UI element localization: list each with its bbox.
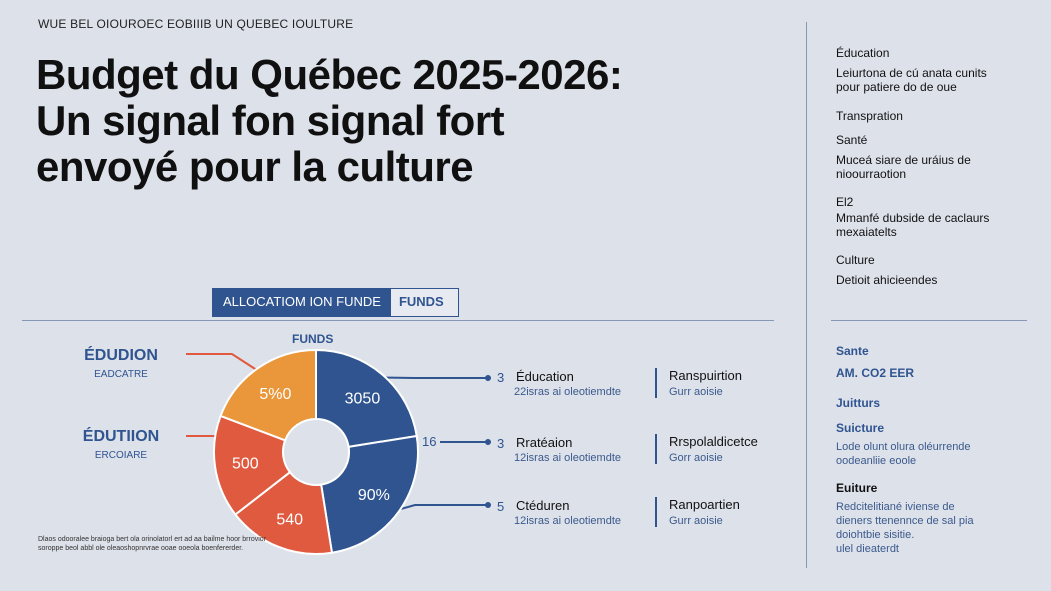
sidebar-item-education-body-1: Leiurtona de cú anata cunits [836,66,987,80]
title-line-3: envoyé pour la culture [36,143,474,190]
sidebar-item-education: Éducation Leiurtona de cú anata cunits p… [836,46,1041,94]
sidebar-euiture-body-2: dieners ttenennce de sal pia [836,515,974,527]
legend-pair-1: Ranspuirtion Gurr aoisie [655,368,742,398]
sidebar-item-sante: Santé Muceá siare de uráius de nioourrao… [836,133,1041,181]
sidebar-item-el2-head: El2 [836,195,854,209]
legend-pair-3: Ranpoartien Gurr aoisie [655,497,740,527]
pie-slice-label-4: 500 [232,456,259,473]
legend-row-3-sub: 12isras ai oleotiemdte [514,515,622,527]
leader-dot-3 [485,502,491,508]
pie-caption: FUNDS [292,332,334,346]
legend-row-2-name: Rratéaion [516,435,573,450]
pie-slice-label-3: 540 [276,511,303,528]
divider-sidebar [831,320,1027,321]
leader-dot-1 [485,375,491,381]
sidebar-item-culture-head: Culture [836,253,875,267]
sidebar-suicture-body-1: Lode olunt olura oléurrende [836,441,971,453]
sidebar-item-education-body-2: pour patiere do de oue [836,80,957,94]
sidebar-item-el2-body-1: Mmanfé dubside de caclaurs [836,211,990,225]
legend-row-3-name: Ctéduren [516,498,570,513]
page-title: Budget du Québec 2025-2026: Un signal fo… [36,52,776,190]
kicker-text: WUE BEL OIOUROEC EOBIIIB UN QUEBEC IOULT… [38,17,354,31]
left-label-2-sub: ERCOIARE [94,450,148,461]
leader-line-1 [379,376,488,379]
left-label-1-sub: EADCATRE [94,369,148,380]
sidebar-item-transport-head: Transpration [836,109,903,123]
pie-slices [213,348,419,555]
sidebar-euiture: Euiture [836,481,878,495]
pie-slice-4 [213,414,292,516]
tab-allocation[interactable]: ALLOCATIOM ION FUNDE [213,289,391,316]
sidebar-suicture: Suicture [836,421,885,435]
title-line-1: Budget du Québec 2025-2026: [36,51,623,98]
leader-line-left-1 [186,353,262,374]
sidebar-am: AM. CO2 EER [836,366,915,380]
pie-slice-2 [320,434,419,554]
legend-pair-2: Rrspolaldicetce Gorr aoisie [655,434,758,464]
sidebar-item-el2-body-2: mexaiatelts [836,225,897,239]
sidebar-euiture-body-1: Redcitelitiané iviense de [836,501,955,513]
sidebar-separator [806,22,807,568]
sidebar-euiture-body-3: doiohtbie sisitie. [836,529,915,541]
leader-label: 16 [422,434,436,449]
legend-pair-2-name: Rrspolaldicetce [669,434,758,449]
left-label-2-title: ÉDUTIION [82,428,160,445]
legend-row-2-sub: 12isras ai oleotiemdte [514,452,622,464]
legend-pair-3-name: Ranpoartien [669,497,740,512]
legend-pair-1-sub: Gurr aoisie [669,386,723,398]
sidebar-item-education-head: Éducation [836,46,890,60]
pie-slice-label-1: 3050 [345,391,381,408]
left-label-1: ÉDUDION EADCATRE [66,347,176,380]
legend-row-3-num: 5 [497,499,505,514]
legend-pair-1-name: Ranspuirtion [669,368,742,383]
sidebar-suicture-body-2: oodeanliie eoole [836,455,917,467]
pie-slice-1 [315,348,418,448]
sidebar-juitturs: Juitturs [836,396,881,410]
sidebar-item-sante-body-2: nioourraotion [836,167,907,181]
sidebar-item-sante-head: Santé [836,133,868,147]
pie-slice-5 [219,348,317,442]
left-label-1-title: ÉDUDION [84,347,158,364]
pie-slice-3 [234,470,334,555]
legend-pair-2-sub: Gorr aoisie [669,452,723,464]
tab-bar: ALLOCATIOM ION FUNDE FUNDS [212,288,459,317]
pie-slice-labels: 3050 90% 540 500 5%0 [232,386,390,528]
sidebar-item-el2: El2 Mmanfé dubside de caclaurs mexaiatel… [836,195,1041,239]
sidebar-item-culture-body-1: Detioit ahicieendes [836,273,938,287]
legend-row-2-num: 3 [497,436,505,451]
sidebar-item-transport: Transpration [836,109,1041,123]
left-label-2: ÉDUTIION ERCOIARE [66,428,176,461]
sidebar-euiture-body-4: ulel dieaterdt [836,543,899,555]
pie-slice-label-2: 90% [358,487,390,504]
legend-row-1-sub: 22isras ai oleotiemdte [514,386,622,398]
pie-slice-label-5: 5%0 [259,386,291,403]
sidebar-euiture-body: Redcitelitiané iviense de dieners ttenen… [836,500,1041,556]
title-line-2: Un signal fon signal fort [36,97,505,144]
sidebar-suicture-body: Lode olunt olura oléurrende oodeanliie e… [836,440,1041,468]
divider-main [22,320,774,321]
sidebar-item-sante-body-1: Muceá siare de uráius de [836,153,971,167]
footnote: Dlaos odooralee braioga bert ola orinola… [38,536,267,552]
legend-pair-3-sub: Gurr aoisie [669,515,723,527]
sidebar-item-culture: Culture Detioit ahicieendes [836,253,1041,287]
legend-row-1-name: Éducation [516,369,574,384]
leader-dot-2 [485,439,491,445]
legend-row-1-num: 3 [497,370,505,385]
tab-funds[interactable]: FUNDS [398,294,444,309]
sidebar-sante: Sante [836,344,869,358]
